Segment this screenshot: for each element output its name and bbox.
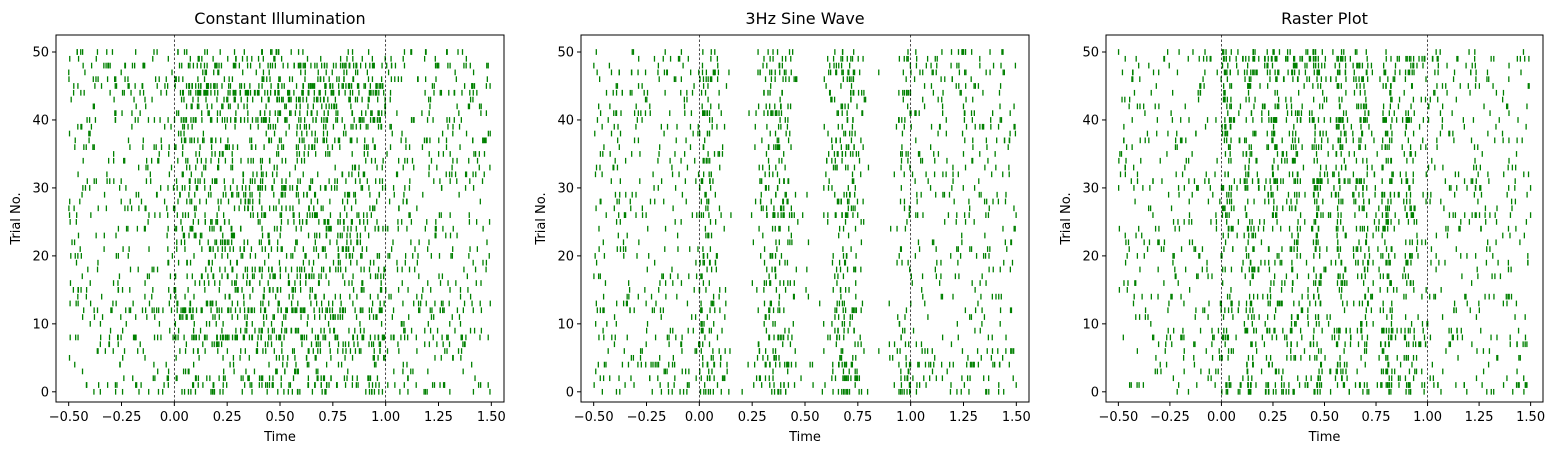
x-tick-label: 0.00 [160,410,189,425]
y-tick-label: 20 [32,249,49,264]
y-axis-label: Trial No. [9,192,24,245]
y-tick-label: 50 [32,45,49,60]
y-tick-label: 50 [557,45,574,60]
x-tick-label: −0.50 [574,410,614,425]
x-axis-label: Time [263,430,296,445]
x-tick-label: 0.50 [791,410,820,425]
y-tick-label: 10 [32,317,49,332]
x-tick-label: 0.25 [738,410,767,425]
x-tick-label: 1.00 [371,410,400,425]
y-tick-label: 0 [41,385,49,400]
y-tick-label: 30 [32,181,49,196]
raster-panel-2: −0.50 −0.25 0.00 0.25 0.50 0.75 1.00 1.25 1.50 0 1… [534,9,1031,445]
spike-raster [68,49,491,395]
x-tick-label: 1.25 [424,410,453,425]
x-tick-label: −0.25 [627,410,667,425]
x-tick-label: 0.75 [318,410,347,425]
x-tick-label: −0.50 [49,410,89,425]
x-tick-label: 1.25 [949,410,978,425]
y-tick-label: 10 [557,317,574,332]
raster-panel-1: −0.50 −0.25 0.00 0.25 0.50 0.75 1.00 1.25 1.50 0 1… [9,9,506,445]
x-tick-label: 1.50 [477,410,506,425]
chart-title: 3Hz Sine Wave [745,9,864,28]
x-axis-label: Time [788,430,821,445]
x-tick-label: 0.00 [685,410,714,425]
x-tick-label: 0.75 [843,410,872,425]
x-tick-label: −0.25 [102,410,142,425]
y-tick-label: 40 [32,113,49,128]
y-tick-label: 30 [557,181,574,196]
chart-title: Constant Illumination [194,9,365,28]
raster-panel-3: −0.50 −0.25 0.00 0.25 0.50 0.75 1.00 1.25 1.5001… [1059,9,1545,445]
spike-raster [1117,49,1532,395]
x-tick-label: 0.25 [213,410,242,425]
y-tick-label: 40 [557,113,574,128]
y-tick-label: 20 [557,249,574,264]
y-tick-label: 0 [566,385,574,400]
x-tick-label: 0.50 [266,410,295,425]
x-tick-label: 1.50 [1002,410,1031,425]
x-tick-label: 1.00 [896,410,925,425]
spike-raster [593,49,1017,395]
y-axis-label: Trial No. [534,192,549,245]
